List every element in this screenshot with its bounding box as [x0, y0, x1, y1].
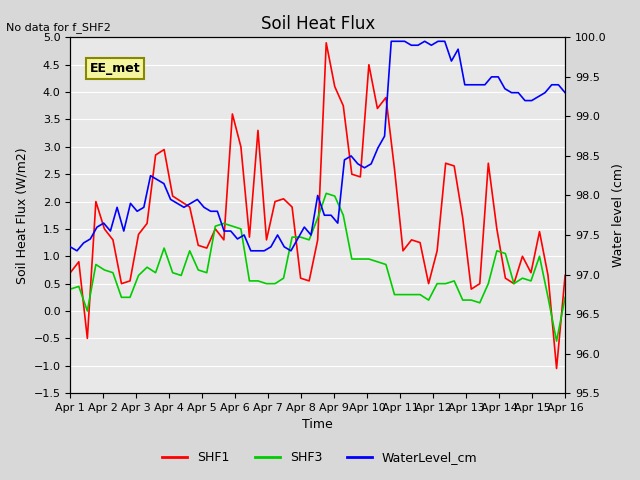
X-axis label: Time: Time: [302, 419, 333, 432]
Text: No data for f_SHF2: No data for f_SHF2: [6, 22, 111, 33]
Text: EE_met: EE_met: [90, 62, 141, 75]
Title: Soil Heat Flux: Soil Heat Flux: [260, 15, 375, 33]
Y-axis label: Soil Heat Flux (W/m2): Soil Heat Flux (W/m2): [15, 147, 28, 284]
Y-axis label: Water level (cm): Water level (cm): [612, 163, 625, 267]
Legend: SHF1, SHF3, WaterLevel_cm: SHF1, SHF3, WaterLevel_cm: [157, 446, 483, 469]
